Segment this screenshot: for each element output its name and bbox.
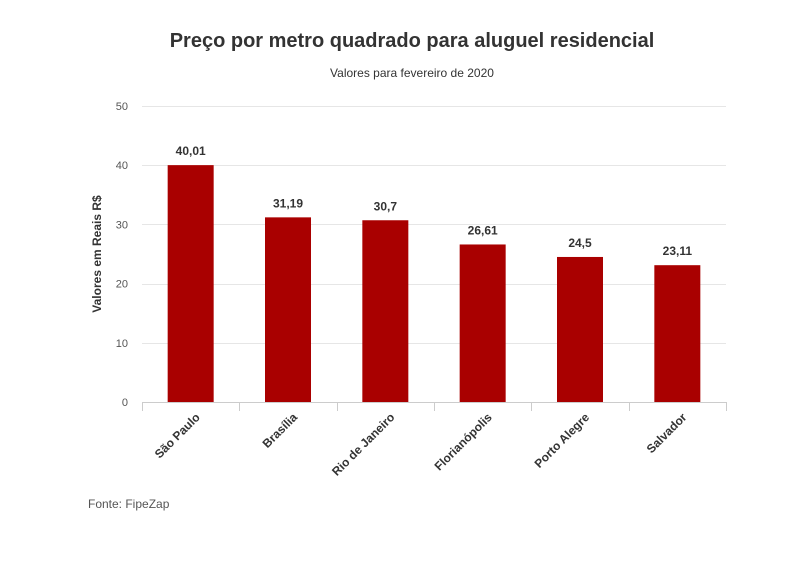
gridlines	[142, 106, 726, 344]
chart-title: Preço por metro quadrado para aluguel re…	[169, 30, 655, 52]
bar	[459, 244, 506, 402]
data-label: 30,7	[374, 199, 398, 213]
bar	[654, 265, 701, 402]
data-label: 23,11	[663, 244, 693, 258]
y-axis-title: Valores em Reais R$	[90, 195, 104, 313]
x-tick-label: Salvador	[644, 410, 690, 456]
y-tick-label: 0	[122, 397, 128, 409]
data-label: 26,61	[468, 223, 498, 237]
x-axis	[142, 402, 727, 411]
bars	[167, 165, 701, 402]
data-label: 24,5	[568, 236, 592, 250]
y-tick-label: 20	[116, 279, 128, 291]
category-labels: São Paulo Brasília Rio de Janeiro Florianóp…	[152, 410, 690, 479]
bar	[557, 256, 603, 402]
chart-source: Fonte: FipeZap	[88, 497, 170, 511]
x-tick-label: Florianópolis	[432, 410, 495, 473]
chart-subtitle: Valores para fevereiro de 2020	[330, 66, 494, 80]
data-label: 31,19	[273, 196, 303, 210]
bar	[362, 220, 409, 402]
data-labels: 40,01 31,19 30,7 26,61 24,5 23,11	[176, 144, 693, 258]
x-tick-label: São Paulo	[152, 410, 203, 461]
y-tick-label: 50	[116, 101, 128, 113]
x-tick-label: Rio de Janeiro	[329, 410, 397, 478]
bar	[167, 165, 214, 402]
x-tick-label: Porto Alegre	[532, 410, 593, 471]
data-label: 40,01	[176, 144, 206, 158]
y-axis-ticks: 0 10 20 30 40 50	[116, 101, 128, 409]
bar	[265, 217, 311, 402]
x-tick-label: Brasília	[260, 410, 301, 451]
y-tick-label: 40	[116, 160, 128, 172]
y-tick-label: 30	[116, 219, 128, 231]
y-tick-label: 10	[116, 338, 128, 350]
